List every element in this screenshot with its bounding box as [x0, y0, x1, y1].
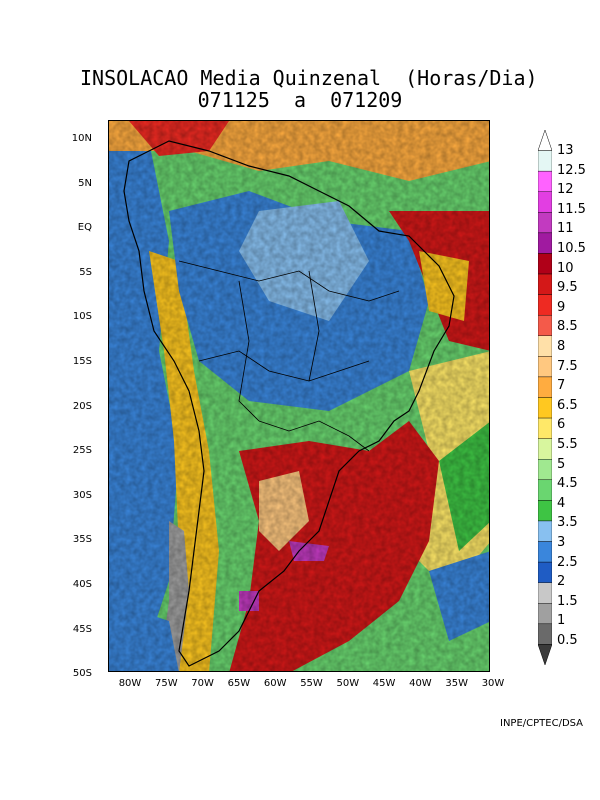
lon-label: 35W	[445, 678, 468, 689]
lon-label: 40W	[409, 678, 432, 689]
lon-label: 75W	[154, 678, 178, 689]
border-north	[178, 260, 400, 302]
field-texture	[109, 121, 489, 671]
lon-label: 80W	[118, 678, 142, 689]
colorbar-label: 9	[557, 299, 566, 315]
colorbar-label: 0.5	[557, 633, 578, 648]
colorbar-swatch	[538, 520, 552, 542]
colorbar-label: 3.5	[557, 515, 578, 531]
lon-label: 60W	[263, 678, 287, 689]
colorbar-label: 11.5	[557, 201, 586, 217]
colorbar-swatch	[538, 582, 552, 604]
lat-label: 35S	[72, 534, 92, 546]
lat-label: EQ	[77, 222, 92, 234]
lat-label: 15S	[72, 356, 92, 367]
lat-label: 5N	[78, 177, 92, 189]
colorbar-label: 13	[557, 143, 574, 158]
colorbar-swatch	[538, 335, 552, 357]
colorbar-label: 5	[557, 456, 566, 472]
lon-label: 45W	[372, 678, 396, 689]
lat-label: 30S	[72, 489, 92, 501]
colorbar-label: 8.5	[557, 319, 578, 335]
lon-label: 65W	[227, 678, 251, 689]
border-west	[238, 280, 260, 422]
credit-label: INPE/CPTEC/DSA	[500, 718, 584, 729]
colorbar-label: 7	[557, 378, 566, 394]
colorbar-label: 1.5	[557, 593, 578, 609]
border-interior	[308, 270, 320, 382]
colorbar-swatch	[538, 294, 552, 316]
colorbar-swatch	[538, 356, 552, 378]
lat-label: 5S	[79, 266, 92, 278]
colorbar-swatch	[538, 232, 552, 254]
colorbar-swatch	[538, 417, 552, 439]
colorbar-label: 10	[557, 260, 574, 276]
lon-label: 50W	[336, 678, 360, 689]
colorbar-label: 12.5	[557, 162, 586, 178]
chart-title: INSOLACAO Media Quinzenal (Horas/Dia)	[80, 66, 538, 90]
border-central	[198, 350, 370, 382]
colorbar-swatch	[538, 561, 552, 583]
colorbar-swatch	[538, 170, 552, 192]
lon-label: 30W	[481, 678, 505, 689]
colorbar-label: 8	[557, 339, 566, 354]
lat-label: 10S	[72, 311, 92, 323]
lat-label: 45S	[72, 623, 92, 635]
lat-label: 10N	[71, 133, 92, 144]
colorbar-swatch	[538, 150, 552, 172]
colorbar-label: 12	[557, 182, 574, 198]
map-frame	[108, 120, 490, 672]
colorbar-label: 1	[557, 613, 566, 629]
border-south	[258, 420, 370, 452]
colorbar-swatch	[538, 273, 552, 295]
colorbar-label: 2.5	[557, 554, 578, 570]
colorbar-label: 2	[557, 574, 566, 590]
colorbar-label: 10.5	[557, 241, 586, 256]
colorbar-label: 4.5	[557, 476, 578, 492]
colorbar-label: 9.5	[557, 280, 578, 296]
colorbar-label: 4	[557, 495, 566, 511]
lat-label: 20S	[72, 400, 92, 412]
colorbar-swatch	[538, 253, 552, 275]
colorbar-swatch	[538, 541, 552, 563]
lat-label: 40S	[72, 579, 92, 590]
lat-label: 50S	[72, 668, 92, 680]
insolation-map	[109, 121, 489, 671]
coastline	[123, 140, 455, 667]
lon-label: 55W	[300, 678, 323, 689]
colorbar-swatch	[538, 438, 552, 460]
colorbar-label: 6.5	[557, 397, 578, 413]
colorbar-swatch	[538, 191, 552, 213]
colorbar-swatch	[538, 397, 552, 419]
colorbar-swatch	[538, 479, 552, 501]
colorbar-label: 5.5	[557, 437, 578, 452]
colorbar-swatch	[538, 623, 552, 645]
colorbar-label: 7.5	[557, 358, 578, 374]
colorbar-swatch	[538, 603, 552, 625]
colorbar-swatch	[538, 212, 552, 234]
colorbar-bottom-arrow	[538, 644, 552, 665]
colorbar-label: 6	[557, 417, 566, 433]
colorbar-label: 3	[557, 535, 566, 550]
lon-label: 70W	[191, 678, 214, 689]
colorbar-top-arrow	[538, 130, 552, 151]
colorbar	[538, 130, 552, 665]
colorbar-swatch	[538, 459, 552, 481]
lat-label: 25S	[72, 445, 92, 457]
colorbar-swatch	[538, 314, 552, 336]
colorbar-label: 11	[557, 221, 574, 237]
colorbar-swatch	[538, 376, 552, 398]
date-range: 071125 a 071209	[197, 88, 403, 112]
colorbar-swatch	[538, 500, 552, 522]
